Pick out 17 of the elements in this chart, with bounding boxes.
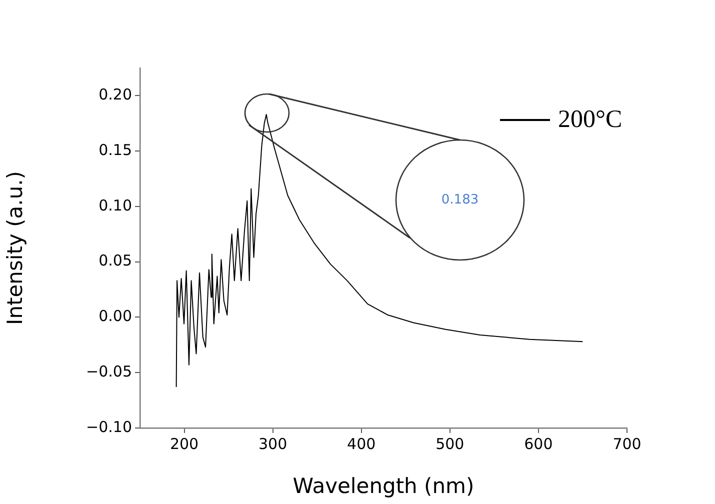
x-tick-label: 200 — [170, 434, 199, 453]
y-tick-label: 0.05 — [98, 252, 132, 270]
x-tick-label: 600 — [524, 434, 553, 453]
x-tick-label: 700 — [612, 434, 642, 453]
annotation: 0.183 — [441, 192, 479, 208]
y-tick-label: 0.10 — [98, 196, 132, 214]
x-tick-label: 300 — [258, 434, 288, 453]
y-tick-label: −0.05 — [86, 362, 132, 381]
y-tick-label: 0.00 — [98, 307, 132, 326]
y-tick-label: 0.15 — [98, 140, 132, 159]
x-tick-label: 400 — [347, 434, 376, 453]
x-tick-label: 500 — [436, 434, 464, 453]
y-tick-label: 0.20 — [98, 86, 132, 104]
y-axis-title: Intensity (a.u.) — [3, 171, 28, 325]
y-tick-label: −0.10 — [86, 418, 132, 436]
legend-label: 200°C — [558, 106, 622, 134]
x-axis-title: Wavelength (nm) — [292, 474, 474, 498]
